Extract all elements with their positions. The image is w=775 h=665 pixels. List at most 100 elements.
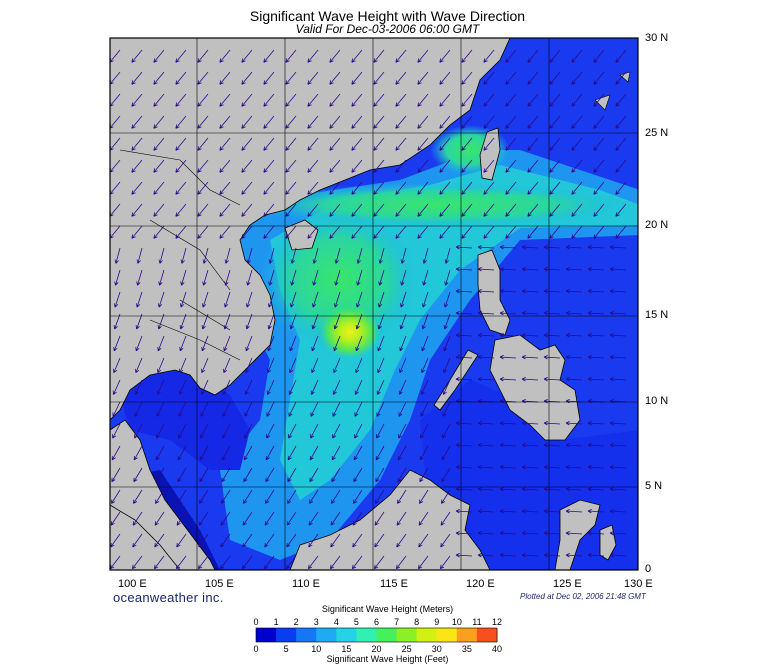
wave-arrow xyxy=(309,489,319,504)
wave-arrow xyxy=(333,357,341,374)
wave-arrow xyxy=(243,489,253,504)
wave-arrow xyxy=(443,313,451,330)
wave-arrow xyxy=(329,115,341,129)
wave-arrow xyxy=(461,181,473,195)
wave-arrow xyxy=(267,357,275,374)
lon-label-115: 115 E xyxy=(380,578,408,590)
wave-arrow xyxy=(197,225,209,239)
peak-wave-spot xyxy=(320,306,380,358)
wave-arrow xyxy=(331,489,341,504)
gulf-low-waves xyxy=(115,370,250,470)
lat-label-20: 20 N xyxy=(645,219,669,231)
wave-arrow xyxy=(587,487,605,492)
wave-arrow xyxy=(197,159,209,173)
wave-arrow xyxy=(565,553,583,558)
wave-arrow xyxy=(329,225,341,239)
wave-arrow xyxy=(571,203,583,217)
wave-arrow xyxy=(419,467,429,483)
ryukyu-islands xyxy=(594,94,611,111)
philippines-south xyxy=(489,334,581,441)
wave-arrow xyxy=(421,335,429,352)
wave-arrow xyxy=(329,159,341,173)
wave-arrow xyxy=(176,533,187,548)
wave-arrow xyxy=(499,509,517,514)
wave-arrow xyxy=(373,225,385,239)
wave-arrow xyxy=(549,225,561,239)
wave-arrow xyxy=(543,531,561,536)
wave-arrow xyxy=(221,467,231,483)
wave-arrow xyxy=(222,401,231,417)
wave-arrow xyxy=(421,313,429,330)
wave-arrow xyxy=(224,247,231,264)
wave-arrow xyxy=(461,115,473,129)
wave-arrow xyxy=(351,203,363,217)
wave-arrow xyxy=(267,313,275,330)
wave-arrow xyxy=(615,71,627,85)
colorbar-meter-tick: 0 xyxy=(253,617,258,627)
wave-arrow xyxy=(527,159,539,173)
wave-arrow xyxy=(330,533,341,548)
wave-arrow xyxy=(285,93,297,107)
wave-arrow xyxy=(505,115,517,129)
wave-arrow xyxy=(444,247,451,264)
wave-arrow xyxy=(287,467,297,483)
wave-arrow xyxy=(499,465,517,470)
wave-arrow xyxy=(158,269,165,286)
wave-arrow xyxy=(442,379,451,395)
wave-arrow xyxy=(219,137,231,151)
wave-arrow xyxy=(219,49,231,63)
wave-arrow xyxy=(418,511,429,526)
wave-arrow xyxy=(334,247,341,264)
wave-arrow xyxy=(351,137,363,151)
wave-arrow xyxy=(353,445,363,461)
wave-arrow xyxy=(439,555,451,570)
wave-arrow xyxy=(521,289,539,294)
wave-arrow xyxy=(455,289,473,294)
wave-arrow xyxy=(455,333,473,338)
wave-arrow xyxy=(565,289,583,294)
wave-arrow xyxy=(285,203,297,217)
wave-arrow xyxy=(565,267,583,272)
wave-arrow xyxy=(180,291,187,308)
wave-arrow xyxy=(158,247,165,264)
wave-arrow xyxy=(373,93,385,107)
wave-arrow xyxy=(331,467,341,483)
wave-arrow xyxy=(263,203,275,217)
wave-arrow xyxy=(455,421,473,426)
wave-arrow xyxy=(131,71,143,85)
wave-arrow xyxy=(351,555,363,570)
wave-arrow xyxy=(153,159,165,173)
wave-arrow xyxy=(268,247,275,264)
wave-arrow xyxy=(477,531,495,536)
wave-arrow xyxy=(219,71,231,85)
wave-arrow xyxy=(197,49,209,63)
wave-arrow xyxy=(268,269,275,286)
wave-arrow xyxy=(351,225,363,239)
wave-arrow xyxy=(136,269,143,286)
wave-arrow xyxy=(351,115,363,129)
wave-arrow xyxy=(395,225,407,239)
wave-arrow xyxy=(455,443,473,448)
wave-arrow xyxy=(609,267,627,272)
wave-arrow xyxy=(461,49,473,63)
wave-arrow xyxy=(521,553,539,558)
wave-arrow xyxy=(198,511,209,526)
wave-arrow xyxy=(549,137,561,151)
wave-arrow xyxy=(399,357,407,374)
wave-arrow xyxy=(444,291,451,308)
wave-arrow xyxy=(549,93,561,107)
wave-arrow xyxy=(417,93,429,107)
wave-arrow xyxy=(222,423,231,439)
wave-arrow xyxy=(549,49,561,63)
wave-arrow xyxy=(375,489,385,504)
wave-arrow xyxy=(483,225,495,239)
wave-arrow xyxy=(263,49,275,63)
wave-arrow xyxy=(593,225,605,239)
wave-arrow xyxy=(329,71,341,85)
wave-arrow xyxy=(373,71,385,85)
wave-arrow xyxy=(417,159,429,173)
wave-arrow xyxy=(333,313,341,330)
wave-arrow xyxy=(154,533,165,548)
wave-arrow xyxy=(373,181,385,195)
wave-arrow xyxy=(417,49,429,63)
